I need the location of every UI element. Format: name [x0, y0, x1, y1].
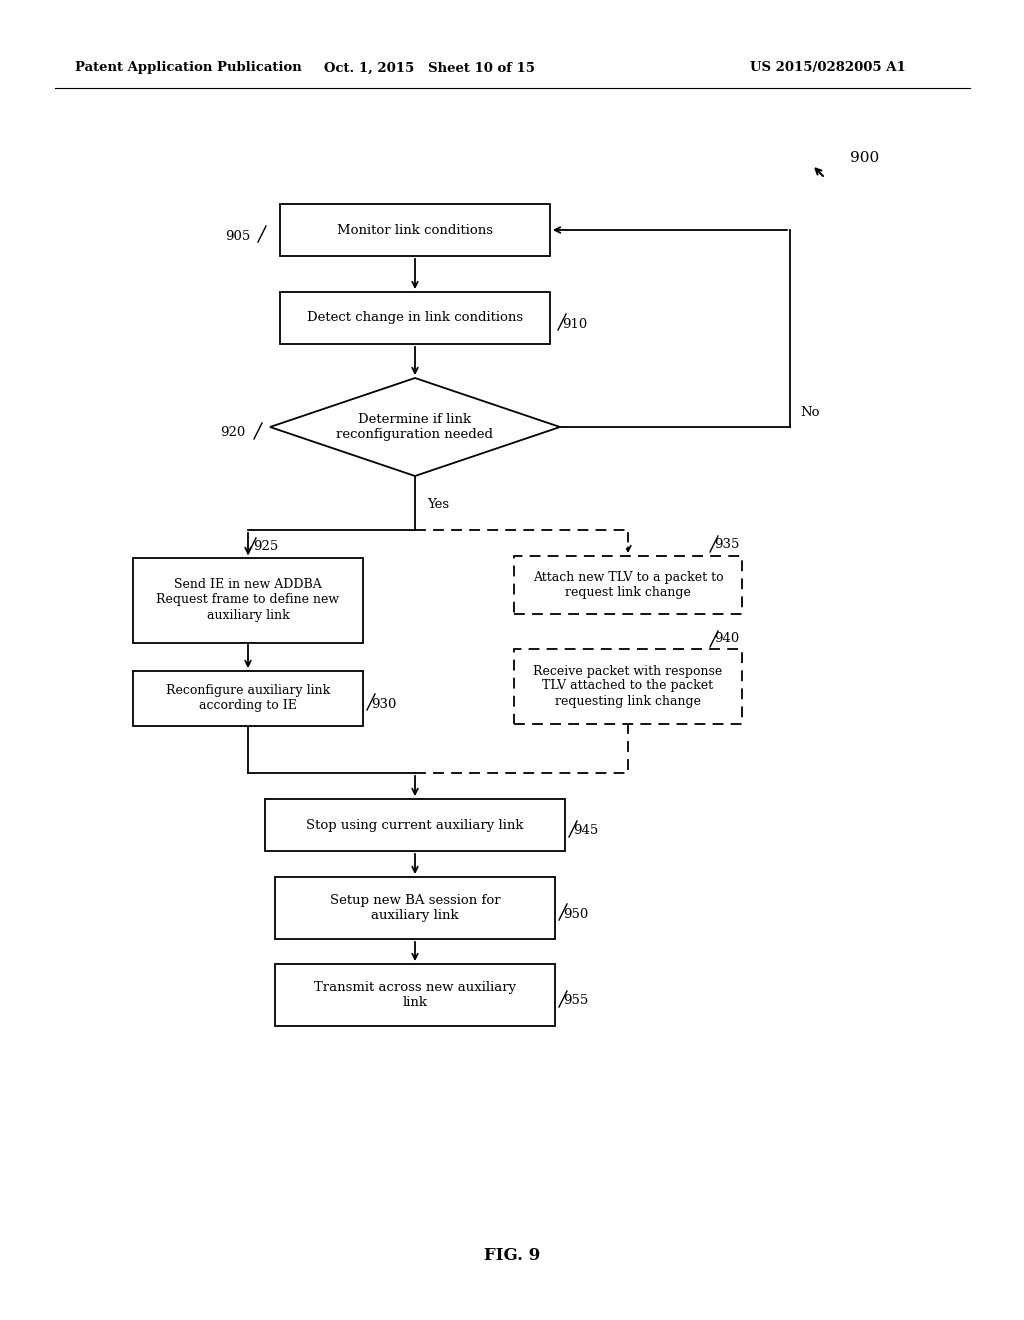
Polygon shape [270, 378, 560, 477]
Text: 940: 940 [714, 632, 739, 645]
Text: No: No [800, 405, 819, 418]
Text: 930: 930 [371, 697, 396, 710]
Bar [514, 556, 742, 614]
Text: FIG. 9: FIG. 9 [484, 1246, 540, 1263]
Text: 950: 950 [563, 908, 588, 920]
Text: 945: 945 [573, 825, 598, 837]
Text: US 2015/0282005 A1: US 2015/0282005 A1 [750, 62, 906, 74]
Text: Stop using current auxiliary link: Stop using current auxiliary link [306, 818, 523, 832]
Bar [275, 876, 555, 939]
Bar [514, 648, 742, 723]
Text: 910: 910 [562, 318, 587, 330]
Text: Attach new TLV to a packet to
request link change: Attach new TLV to a packet to request li… [532, 572, 723, 599]
Bar [275, 964, 555, 1026]
Bar [265, 799, 565, 851]
Text: 905: 905 [225, 230, 250, 243]
Bar [280, 292, 550, 345]
Text: 925: 925 [253, 540, 279, 553]
Text: Setup new BA session for
auxiliary link: Setup new BA session for auxiliary link [330, 894, 501, 921]
Bar [133, 557, 362, 643]
Bar [280, 205, 550, 256]
Text: Send IE in new ADDBA
Request frame to define new
auxiliary link: Send IE in new ADDBA Request frame to de… [157, 578, 340, 622]
Text: Receive packet with response
TLV attached to the packet
requesting link change: Receive packet with response TLV attache… [534, 664, 723, 708]
Text: Detect change in link conditions: Detect change in link conditions [307, 312, 523, 325]
Text: 955: 955 [563, 994, 588, 1007]
Text: Determine if link
reconfiguration needed: Determine if link reconfiguration needed [337, 413, 494, 441]
Text: Oct. 1, 2015   Sheet 10 of 15: Oct. 1, 2015 Sheet 10 of 15 [325, 62, 536, 74]
Text: Monitor link conditions: Monitor link conditions [337, 223, 493, 236]
Text: Patent Application Publication: Patent Application Publication [75, 62, 302, 74]
Text: Transmit across new auxiliary
link: Transmit across new auxiliary link [314, 981, 516, 1008]
Text: 920: 920 [220, 426, 246, 440]
Text: 935: 935 [714, 537, 739, 550]
Text: Reconfigure auxiliary link
according to IE: Reconfigure auxiliary link according to … [166, 684, 330, 711]
Bar [133, 671, 362, 726]
Text: Yes: Yes [427, 499, 450, 511]
Text: 900: 900 [850, 150, 880, 165]
